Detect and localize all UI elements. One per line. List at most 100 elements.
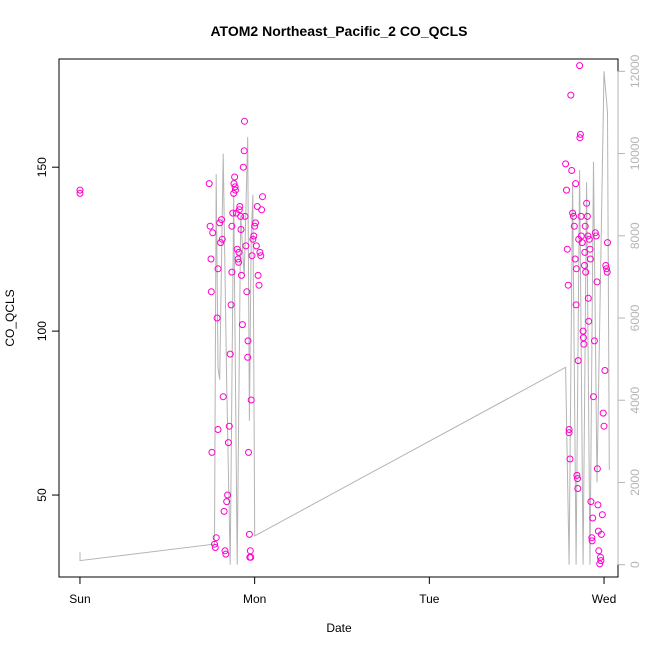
secondary-y-axis: 0 2000 4000 6000 8000 10000 12000	[617, 54, 642, 568]
data-point	[244, 337, 252, 345]
data-point	[211, 540, 218, 548]
data-point	[572, 180, 580, 188]
data-point	[224, 491, 232, 499]
data-point	[599, 409, 607, 417]
y-axis: 50 100 150	[35, 157, 60, 502]
point-series	[76, 62, 611, 568]
data-point	[597, 557, 605, 565]
secondary-tick-label: 4000	[628, 387, 642, 414]
data-point	[602, 262, 610, 269]
data-point	[231, 186, 239, 194]
data-point	[207, 288, 215, 296]
data-point	[594, 501, 602, 509]
data-point	[583, 199, 591, 207]
data-point	[593, 278, 601, 286]
data-point	[570, 212, 577, 220]
data-point	[583, 212, 591, 220]
data-point	[208, 448, 216, 456]
data-point	[259, 193, 266, 201]
data-point	[224, 439, 232, 447]
data-point	[252, 219, 259, 227]
data-point	[76, 189, 84, 197]
data-point	[587, 498, 595, 506]
data-point	[574, 475, 581, 483]
data-point	[567, 91, 575, 99]
data-point	[230, 180, 238, 188]
data-point	[226, 350, 234, 358]
data-point	[257, 252, 265, 260]
x-axis: Sun Mon Tue Wed	[69, 576, 616, 606]
data-point	[588, 537, 596, 545]
data-point	[245, 530, 253, 538]
data-point	[245, 448, 252, 456]
data-point	[580, 340, 588, 348]
data-point	[253, 203, 261, 210]
data-point	[597, 553, 604, 561]
secondary-tick-label: 6000	[628, 304, 642, 331]
data-point	[205, 180, 213, 188]
data-point	[595, 547, 603, 555]
data-point	[219, 393, 227, 401]
data-point	[604, 239, 611, 247]
data-point	[250, 232, 258, 240]
data-point	[252, 242, 260, 250]
data-point	[572, 301, 580, 309]
data-point	[586, 255, 594, 263]
data-point	[588, 534, 596, 542]
data-point	[576, 62, 584, 70]
data-point	[249, 235, 257, 243]
data-point	[600, 422, 608, 430]
data-point	[218, 235, 226, 243]
data-point	[241, 212, 249, 220]
data-point	[242, 242, 250, 250]
data-point	[581, 262, 588, 269]
data-point	[258, 206, 266, 214]
data-point	[582, 268, 590, 276]
data-point	[243, 288, 251, 296]
secondary-tick-label: 2000	[628, 469, 642, 496]
data-point	[578, 239, 586, 247]
data-point	[570, 222, 578, 230]
data-point	[598, 511, 606, 519]
x-tick-label: Sun	[69, 592, 90, 606]
data-point	[247, 396, 255, 404]
data-point	[239, 163, 247, 171]
data-point	[237, 226, 245, 233]
secondary-series-line	[79, 71, 610, 565]
data-point	[237, 212, 245, 220]
data-point	[211, 544, 219, 551]
data-point	[256, 248, 264, 256]
data-point	[254, 271, 262, 279]
data-point	[229, 209, 237, 217]
y-tick-label: 50	[35, 488, 49, 502]
data-point	[565, 429, 573, 437]
data-point	[244, 353, 252, 361]
data-point	[574, 485, 582, 492]
data-point	[574, 357, 582, 365]
data-point	[220, 507, 228, 515]
data-point	[577, 232, 585, 240]
data-point	[213, 314, 221, 322]
data-point	[579, 334, 587, 342]
data-point	[238, 321, 246, 329]
data-point	[76, 186, 84, 194]
data-point	[248, 252, 256, 260]
data-point	[246, 547, 254, 555]
data-point	[586, 245, 594, 253]
data-point	[564, 281, 572, 289]
data-point	[585, 317, 593, 325]
data-point	[221, 547, 229, 555]
data-point	[576, 130, 584, 138]
data-point	[235, 258, 243, 266]
y-axis-label: CO_QCLS	[3, 289, 17, 346]
data-point	[562, 160, 570, 168]
data-point	[209, 229, 217, 237]
data-point	[231, 183, 239, 191]
data-point	[217, 239, 225, 247]
data-point	[234, 255, 242, 263]
data-point	[572, 265, 580, 273]
data-point	[566, 455, 574, 463]
x-axis-label: Date	[326, 621, 352, 635]
data-point	[214, 265, 222, 273]
